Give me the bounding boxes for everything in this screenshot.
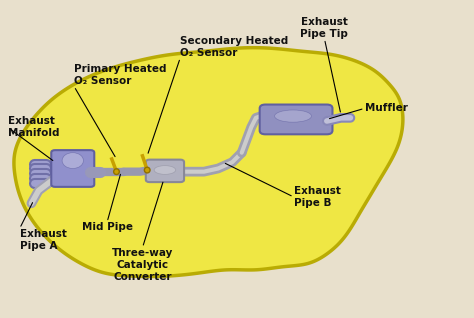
- Text: Exhaust
Manifold: Exhaust Manifold: [8, 116, 59, 138]
- Text: Three-way
Catalytic
Converter: Three-way Catalytic Converter: [112, 248, 173, 282]
- Text: Muffler: Muffler: [365, 103, 408, 113]
- FancyBboxPatch shape: [51, 150, 94, 187]
- FancyBboxPatch shape: [146, 160, 184, 182]
- Ellipse shape: [62, 153, 83, 169]
- Polygon shape: [14, 48, 403, 276]
- Ellipse shape: [274, 110, 311, 122]
- FancyBboxPatch shape: [260, 105, 332, 134]
- Ellipse shape: [154, 166, 176, 174]
- Ellipse shape: [145, 167, 150, 173]
- Ellipse shape: [114, 169, 119, 175]
- Text: Mid Pipe: Mid Pipe: [82, 222, 133, 232]
- Text: Primary Heated
O₂ Sensor: Primary Heated O₂ Sensor: [74, 64, 166, 86]
- Text: Exhaust
Pipe Tip: Exhaust Pipe Tip: [301, 17, 348, 39]
- Text: Exhaust
Pipe A: Exhaust Pipe A: [19, 229, 66, 251]
- Text: Secondary Heated
O₂ Sensor: Secondary Heated O₂ Sensor: [180, 36, 289, 58]
- Text: Exhaust
Pipe B: Exhaust Pipe B: [294, 186, 341, 208]
